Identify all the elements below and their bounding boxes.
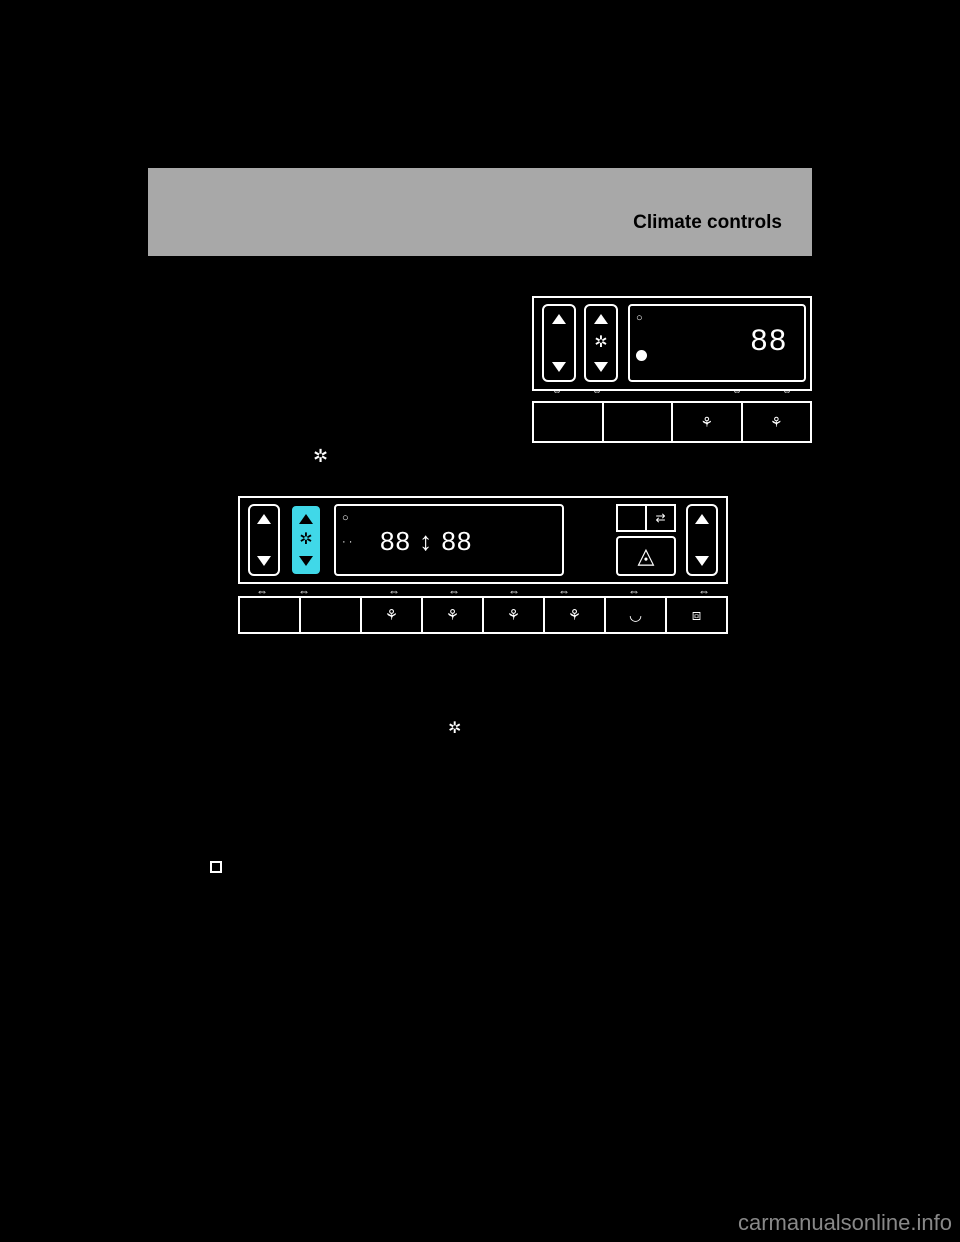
connector-icon: ⇔ [732, 386, 742, 397]
arrow-up-icon [299, 514, 313, 524]
temp-reading: 88 [751, 324, 788, 358]
arrow-up-icon [257, 514, 271, 524]
section-title: Climate controls [633, 212, 782, 234]
temp-rocker-right [686, 504, 718, 576]
arrow-up-icon [594, 314, 608, 324]
watermark: carmanualsonline.info [738, 1210, 952, 1236]
mode-row: ⚘ ⚘ ⚘ ⚘ ◡ ⧈ [238, 596, 728, 634]
mode-row: ⚘ ⚘ [532, 401, 812, 443]
arrow-up-icon [695, 514, 709, 524]
bullet-marker [210, 861, 222, 873]
fan-icon: ✲ [299, 532, 312, 548]
connector-icon: ⇔ [782, 386, 792, 397]
arrow-down-icon [299, 556, 313, 566]
connector-icon: ⇔ [552, 386, 562, 397]
mode-button: ⚘ [743, 403, 811, 441]
mode-button [301, 598, 362, 632]
temp-rocker-left [248, 504, 280, 576]
fan-icon: ✲ [594, 335, 607, 351]
temp-rocker [542, 304, 576, 382]
indicator-dot [636, 350, 647, 361]
defrost-top-row: ⇄ [616, 504, 676, 532]
fan-icon: ✲ [448, 718, 461, 738]
mode-button: ⚘ [423, 598, 484, 632]
defrost-cell [618, 506, 647, 530]
mode-button [534, 403, 604, 441]
mode-button: ⚘ [484, 598, 545, 632]
arrow-down-icon [552, 362, 566, 372]
fan-rocker-highlighted: ✲ [290, 504, 322, 576]
mode-button [240, 598, 301, 632]
climate-panel-large: ✲ ○· · 88 ↕ 88 ⇄ ◬ [238, 496, 728, 636]
defrost-button: ◬ [616, 536, 676, 576]
temp-reading: 88 ↕ 88 [380, 526, 472, 557]
arrow-down-icon [257, 556, 271, 566]
mode-button: ⚘ [545, 598, 606, 632]
fan-rocker: ✲ [584, 304, 618, 382]
mode-button: ⚘ [673, 403, 743, 441]
lcd-display: ○· · 88 ↕ 88 [334, 504, 564, 576]
indicator-icon: ○· · [342, 512, 352, 548]
lcd-display: ○ 88 [628, 304, 806, 382]
climate-panel-small: ✲ ○ 88 ⇔ ⇔ ⇔ ⇔ ⚘ ⚘ [532, 296, 812, 446]
panel-top: ✲ ○ 88 [532, 296, 812, 391]
panel-top: ✲ ○· · 88 ↕ 88 ⇄ ◬ [238, 496, 728, 584]
defrost-group: ⇄ ◬ [616, 504, 676, 576]
indicator-icon: ○ [636, 312, 643, 324]
fan-icon: ✲ [313, 446, 328, 467]
mode-button: ⚘ [362, 598, 423, 632]
manual-page: Climate controls ✲ ○ 88 [148, 168, 812, 1088]
mode-button: ◡ [606, 598, 667, 632]
recirculate-icon: ⇄ [647, 506, 674, 530]
connector-icon: ⇔ [592, 386, 602, 397]
mode-button: ⧈ [667, 598, 726, 632]
arrow-down-icon [695, 556, 709, 566]
arrow-up-icon [552, 314, 566, 324]
arrow-down-icon [594, 362, 608, 372]
mode-button [604, 403, 674, 441]
section-header: Climate controls [148, 168, 812, 256]
